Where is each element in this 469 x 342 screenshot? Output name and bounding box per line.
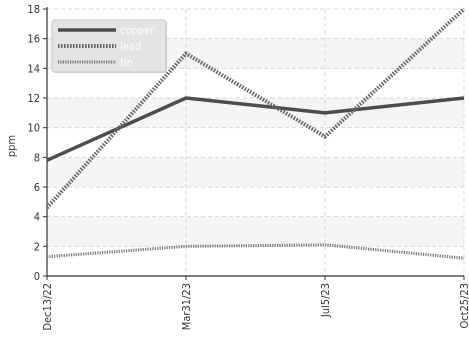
y-tick-label: 12 — [27, 92, 40, 105]
legend-label-copper: copper — [120, 24, 155, 37]
y-tick-label: 16 — [27, 33, 40, 46]
x-tick-labels: Dec13/22 Mar31/23 Jul5/23 Oct25/23 — [41, 283, 469, 331]
y-tick-labels: 0 2 4 6 8 10 12 14 16 18 — [27, 3, 40, 283]
series-lines — [45, 7, 466, 260]
y-axis-label: ppm — [5, 135, 18, 157]
background-band — [47, 98, 464, 128]
legend: copper lead tin — [51, 19, 167, 73]
y-tick-label: 6 — [34, 181, 40, 194]
background-band — [47, 216, 464, 247]
x-tick-label: Dec13/22 — [41, 283, 54, 331]
x-tick-label: Mar31/23 — [180, 283, 193, 330]
x-tick-label: Oct25/23 — [458, 283, 469, 329]
background-band — [47, 157, 464, 187]
series-line-tin — [46, 243, 465, 260]
y-tick-label: 8 — [34, 151, 40, 164]
y-tick-label: 18 — [27, 3, 40, 16]
y-tick-label: 10 — [27, 122, 40, 135]
series-line-copper — [46, 96, 465, 162]
y-tick-label: 2 — [34, 240, 40, 253]
y-tick-label: 0 — [34, 270, 40, 283]
axes — [43, 7, 465, 280]
y-tick-label: 14 — [27, 62, 40, 75]
series-line-lead — [45, 7, 466, 210]
y-tick-label: 4 — [34, 211, 40, 224]
legend-label-lead: lead — [120, 40, 141, 53]
legend-label-tin: tin — [120, 56, 133, 69]
x-tick-label: Jul5/23 — [319, 283, 332, 318]
